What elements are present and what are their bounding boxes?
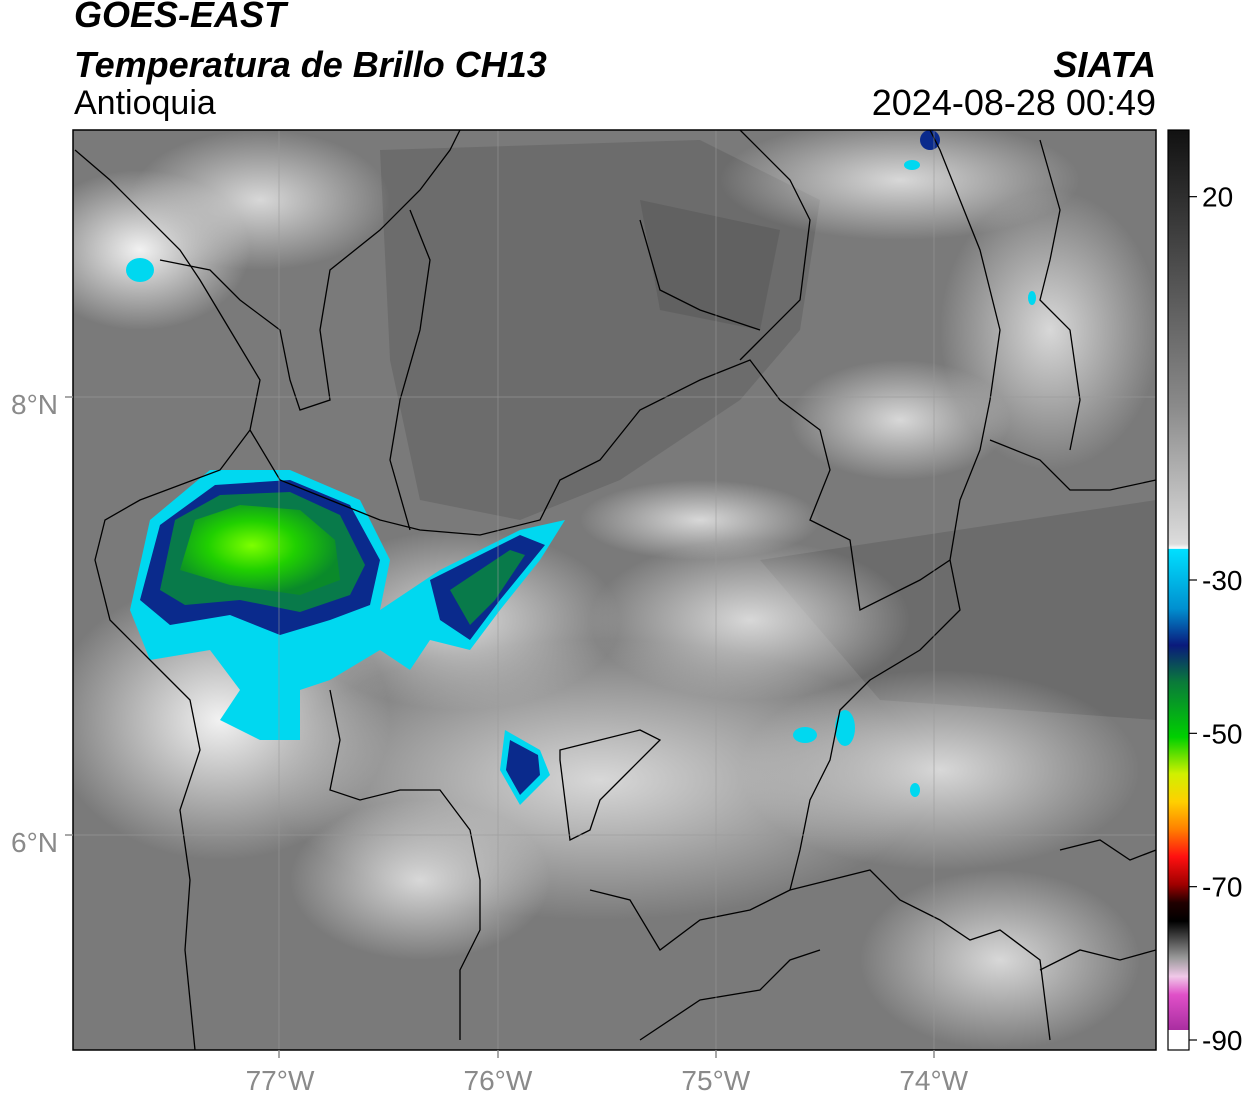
region-label: Antioquia <box>74 84 216 122</box>
lon-tick-label: 76°W <box>464 1065 533 1096</box>
datetime-label: 2024-08-28 00:49 <box>871 82 1156 123</box>
product-title: Temperatura de Brillo CH13 <box>74 44 547 85</box>
lon-tick-label: 74°W <box>899 1065 968 1096</box>
colorbar-ticks: 20 -30 -50 -70 -90 <box>1189 182 1242 1056</box>
map-frame <box>72 129 1157 1051</box>
lat-tick-label: 8°N <box>11 389 58 420</box>
colorbar <box>1168 130 1189 1050</box>
colorbar-tick-label: -30 <box>1202 565 1242 596</box>
axis-ticks <box>65 396 935 1058</box>
colorbar-tick-label: -70 <box>1202 872 1242 903</box>
organization-label: SIATA <box>1053 44 1156 85</box>
colorbar-min-cell <box>1168 1030 1189 1050</box>
lon-tick-label: 75°W <box>681 1065 750 1096</box>
latitude-labels: 8°N 6°N <box>11 389 58 858</box>
colorbar-tick-label: -90 <box>1202 1025 1242 1056</box>
lon-tick-label: 77°W <box>246 1065 315 1096</box>
lat-tick-label: 6°N <box>11 827 58 858</box>
satellite-title: GOES-EAST <box>74 0 287 35</box>
colorbar-tick-label: -50 <box>1202 718 1242 749</box>
colorbar-tick-label: 20 <box>1202 182 1233 213</box>
colorbar-frame <box>1167 129 1190 1051</box>
temperature-field <box>73 130 1156 1050</box>
boundaries <box>74 130 1156 1050</box>
longitude-labels: 77°W 76°W 75°W 74°W <box>246 1065 969 1096</box>
gridlines <box>73 130 1156 1050</box>
convective-cloud-main <box>126 130 1036 805</box>
